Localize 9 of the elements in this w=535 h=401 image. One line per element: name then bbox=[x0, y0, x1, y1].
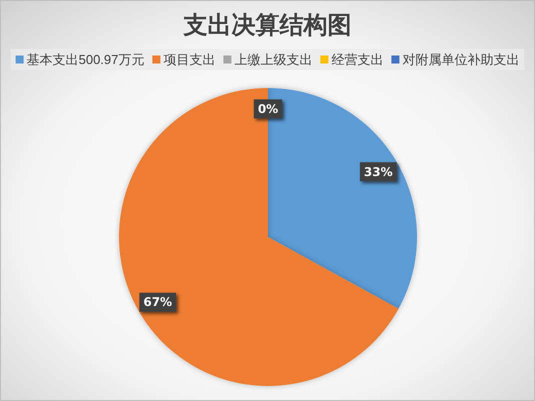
data-label: 33% bbox=[364, 164, 393, 179]
legend-label: 经营支出 bbox=[331, 52, 384, 67]
text: 0% bbox=[258, 102, 278, 116]
legend-label: 上缴上级支出 bbox=[234, 52, 312, 67]
legend-label: 对附属单位补助支出 bbox=[402, 52, 520, 67]
chart-title: 支出决算结构图 bbox=[182, 12, 352, 39]
data-label: 67% bbox=[143, 295, 172, 310]
legend-label: 项目支出 bbox=[163, 52, 216, 67]
legend-label: 基本支出500.97万元 bbox=[26, 52, 144, 67]
